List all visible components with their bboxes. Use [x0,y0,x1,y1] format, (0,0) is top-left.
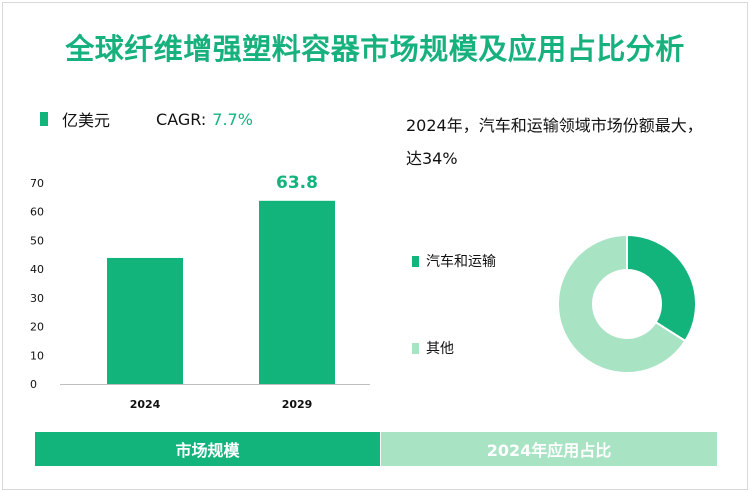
cagr-value: 7.7% [212,109,253,129]
y-tick-label: 70 [30,177,44,190]
donut-slice-0 [626,233,697,343]
donut-legend-item-other: 其他 [412,338,454,358]
tab-market-size: 市场规模 [35,432,380,466]
donut-legend-swatch-other [412,342,419,354]
page-title: 全球纤维增强塑料容器市场规模及应用占比分析 [65,32,685,66]
y-tick-label: 0 [30,378,37,391]
y-tick-label: 20 [30,321,44,334]
bar-2024 [107,257,183,384]
data-label-2029: 63.8 [276,173,318,193]
legend-swatch [40,112,48,126]
bar-legend: 亿美元 CAGR: 7.7% [40,108,253,130]
cagr-label: CAGR: [156,109,207,129]
y-tick-label: 60 [30,206,44,219]
bar-2029 [259,200,335,384]
donut-slice-1 [557,233,687,374]
legend-unit: 亿美元 [62,111,111,130]
donut-legend-label-auto: 汽车和运输 [426,254,496,270]
y-tick-label: 10 [30,349,44,362]
x-tick-label: 2024 [130,398,161,411]
tab-application-share: 2024年应用占比 [381,432,717,466]
y-tick-label: 50 [30,234,44,247]
x-tick-label: 2029 [282,398,313,411]
y-tick-label: 40 [30,263,44,276]
donut-legend-swatch-auto [412,255,419,267]
donut-legend-item-auto: 汽车和运输 [412,251,496,271]
y-tick-label: 30 [30,292,44,305]
insight-text: 2024年，汽车和运输领域市场份额最大，达34% [406,116,703,168]
donut-legend-label-other: 其他 [426,341,454,357]
